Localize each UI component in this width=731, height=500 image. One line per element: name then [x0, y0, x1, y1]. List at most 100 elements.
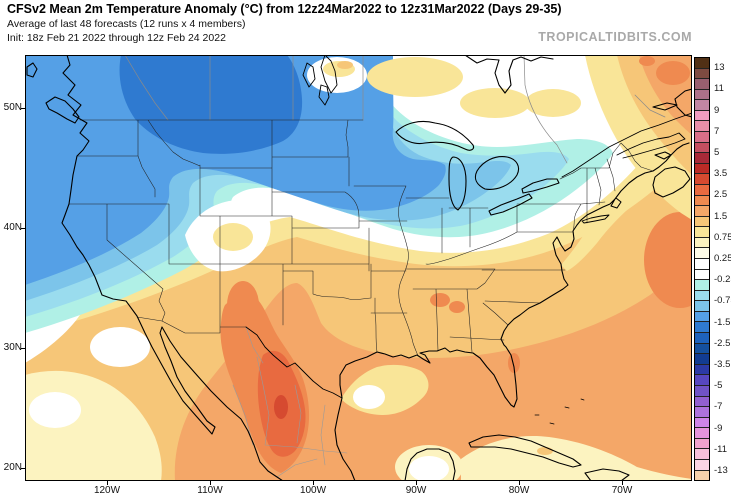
colorbar-segment: [695, 132, 709, 143]
longitude-label: 110W: [197, 485, 223, 496]
lake-michigan: [448, 156, 467, 211]
colorbar-tick-label: -7: [714, 401, 723, 413]
colorbar-segment: [695, 280, 709, 291]
coastline-paths: [26, 54, 693, 482]
lake-superior: [395, 120, 475, 151]
colorbar-tick-label: -5: [714, 380, 723, 392]
colorbar-segment: [695, 407, 709, 418]
cuba: [468, 434, 582, 468]
colorbar-segment: [695, 163, 709, 175]
colorbar-tick-label: 0.75: [714, 231, 731, 243]
lake-ontario: [521, 178, 560, 194]
colorbar-segment: [695, 449, 709, 460]
colorbar-segment: [695, 216, 709, 228]
colorbar-tick-label: -2.5: [714, 337, 731, 349]
colorbar-tick-label: 0.25: [714, 252, 731, 264]
manitoba-lakes: [302, 54, 338, 106]
st-lawrence: [561, 112, 693, 178]
gulf-atlantic-coast: [339, 142, 690, 408]
colorbar-segment: [695, 375, 709, 386]
colorbar-tick-label: -0.25: [714, 274, 731, 286]
latitude-tick: [21, 108, 25, 109]
colorbar-segment: [695, 269, 709, 281]
colorbar-segment: [695, 58, 709, 69]
colorbar-tick-label: -13: [714, 464, 728, 476]
anomaly-fill-regions: [25, 55, 716, 489]
latitude-label: 50N: [3, 102, 22, 113]
colorbar-segment: [695, 153, 709, 164]
rio-grande: [245, 326, 343, 399]
colorbar-segment: [695, 428, 709, 439]
latitude-label: 20N: [3, 462, 22, 473]
map-frame-border: [25, 55, 692, 481]
colorbar-segment: [695, 68, 709, 80]
geography-borders: [26, 54, 693, 482]
colorbar-segment: [695, 121, 709, 133]
pacific-coast: [61, 54, 284, 482]
colorbar-segment: [695, 354, 709, 365]
latitude-label: 40N: [3, 222, 22, 233]
longitude-label: 100W: [299, 485, 327, 496]
colorbar-segment: [695, 79, 709, 90]
colorbar-segment: [695, 195, 709, 207]
colorbar-segment: [695, 237, 709, 249]
colorbar-segment: [695, 142, 709, 154]
page-title: CFSv2 Mean 2m Temperature Anomaly (°C) f…: [7, 2, 562, 16]
colorbar-segment: [695, 311, 709, 323]
colorbar-segment: [695, 89, 709, 101]
colorbar-tick-label: -1.5: [714, 316, 731, 328]
colorbar-segment: [695, 248, 709, 259]
colorbar-segment: [695, 174, 709, 185]
longitude-label: 80W: [508, 485, 530, 496]
colorbar-tick-label: -3.5: [714, 358, 731, 370]
colorbar-tick-label: -11: [714, 443, 728, 455]
colorbar-segment: [695, 258, 709, 270]
longitude-tick: [107, 481, 108, 485]
latitude-tick: [21, 228, 25, 229]
colorbar-tick-label: 1.5: [714, 210, 728, 222]
colorbar-segment: [695, 385, 709, 397]
longitude-label: 120W: [93, 485, 121, 496]
colorbar-segment: [695, 110, 709, 122]
mexico-gulf-coast: [334, 397, 356, 482]
colorbar-segment: [695, 290, 709, 302]
lake-erie: [488, 193, 533, 216]
long-island: [581, 214, 610, 224]
colorbar-segment: [695, 184, 709, 196]
colorbar-segment: [695, 470, 709, 481]
colorbar-segment: [695, 322, 709, 334]
colorbar-segment: [695, 206, 709, 217]
colorbar-tick-label: 11: [714, 83, 724, 95]
colorbar-tick-label: 5: [714, 146, 720, 158]
colorbar-segment: [695, 100, 709, 111]
colorbar-tick-label: 13: [714, 62, 725, 74]
init-line: Init: 18z Feb 21 2022 through 12z Feb 24…: [7, 32, 226, 44]
longitude-label: 70W: [611, 485, 633, 496]
longitude-tick: [622, 481, 623, 485]
canada-province-borders: [124, 54, 666, 164]
colorbar-segment: [695, 301, 709, 312]
colorbar-segment: [695, 333, 709, 344]
us-state-borders: [68, 119, 654, 357]
colorbar-segment: [695, 227, 709, 238]
mexico-state-borders: [232, 326, 348, 478]
subtitle: Average of last 48 forecasts (12 runs x …: [7, 18, 246, 30]
colorbar-tick-label: -9: [714, 422, 723, 434]
colorbar-segment: [695, 459, 709, 471]
colorbar-segment: [695, 396, 709, 408]
vancouver-island: [26, 62, 80, 124]
colorbar-segment: [695, 417, 709, 429]
colorbar-segment: [695, 343, 709, 355]
james-bay: [464, 54, 554, 94]
colorbar-tick-label: -0.75: [714, 295, 731, 307]
colorbar-segment: [695, 364, 709, 376]
longitude-tick: [416, 481, 417, 485]
nova-scotia: [652, 151, 691, 198]
latitude-label: 30N: [3, 342, 22, 353]
colorbar-tick-label: 2.5: [714, 189, 728, 201]
newfoundland-anticosti: [652, 88, 693, 118]
colorbar: [694, 57, 710, 481]
colorbar-tick-label: 9: [714, 104, 720, 116]
longitude-tick: [313, 481, 314, 485]
